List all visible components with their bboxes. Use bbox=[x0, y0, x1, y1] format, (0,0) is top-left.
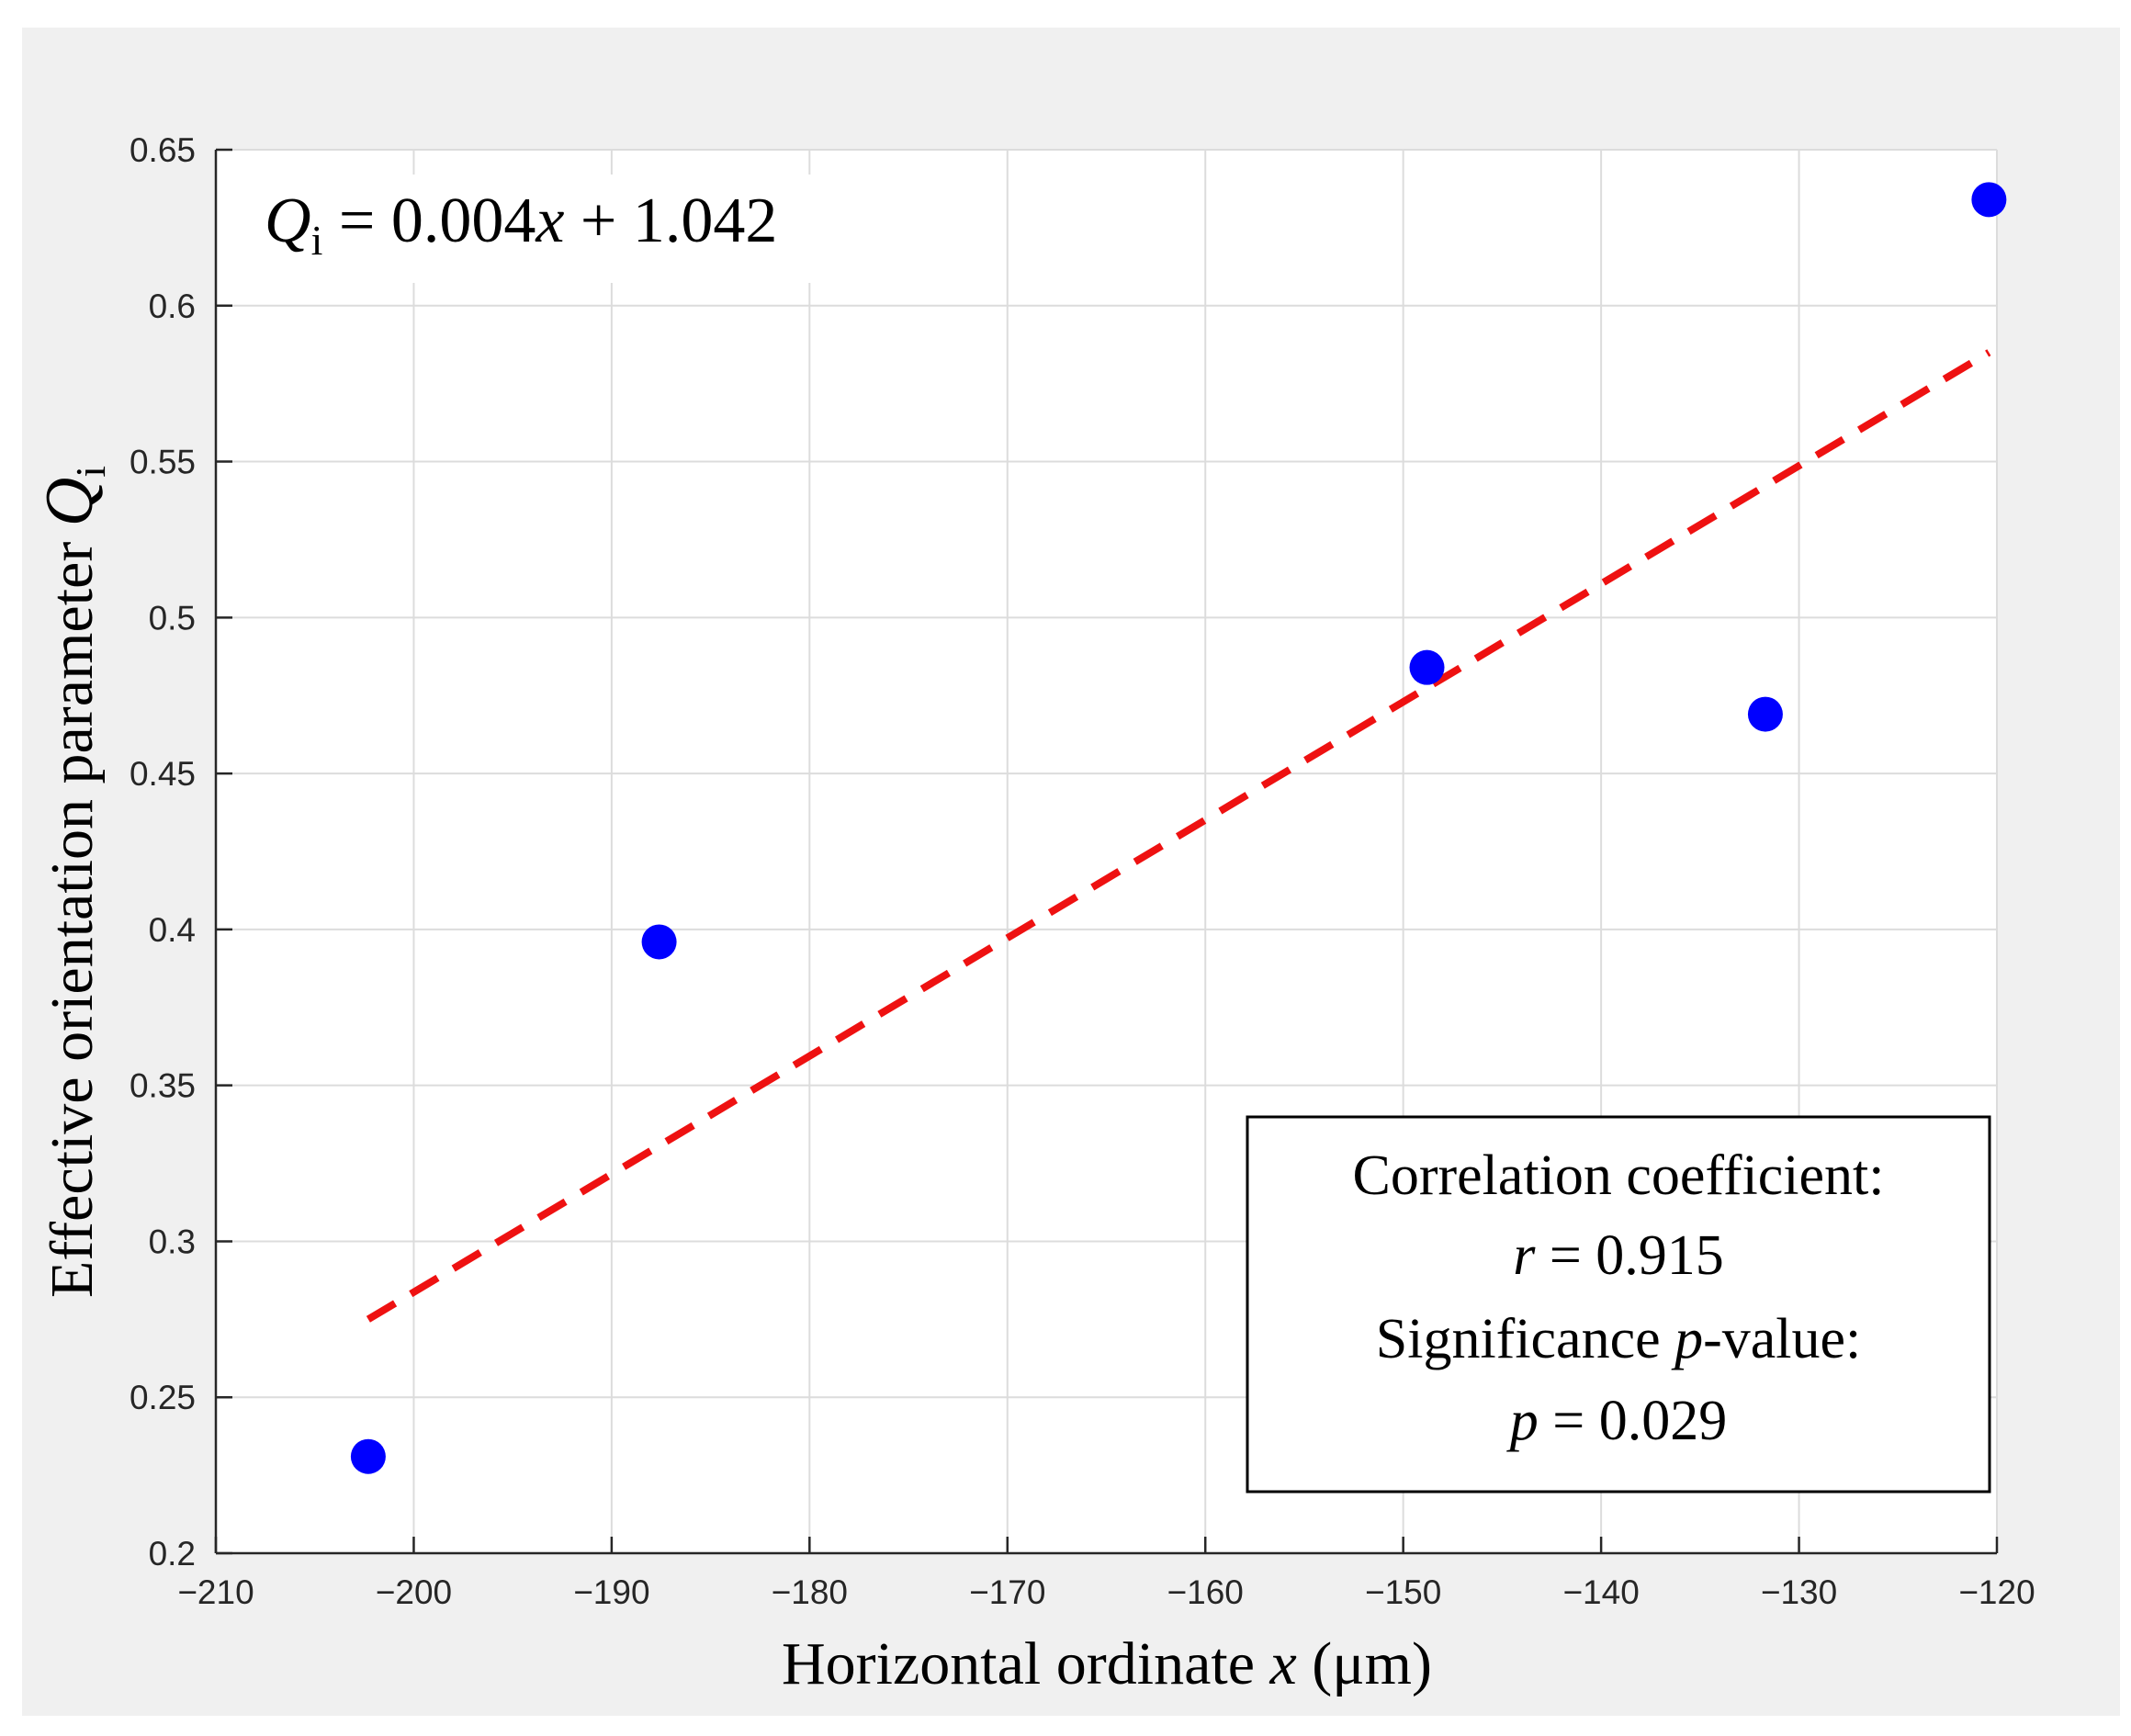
stats-line-2: r = 0.915 bbox=[1513, 1224, 1724, 1287]
x-tick-label: −150 bbox=[1365, 1573, 1441, 1611]
y-tick-label: 0.3 bbox=[149, 1223, 196, 1260]
y-tick-label: 0.2 bbox=[149, 1535, 196, 1573]
x-tick-label: −160 bbox=[1167, 1573, 1244, 1611]
y-axis-label-text: Effective orientation parameter bbox=[39, 526, 106, 1298]
x-tick-label: −190 bbox=[573, 1573, 649, 1611]
y-tick-label: 0.55 bbox=[130, 444, 196, 481]
x-tick-label: −210 bbox=[177, 1573, 254, 1611]
data-series bbox=[350, 182, 2007, 1474]
y-axis-label-sub: i bbox=[67, 466, 114, 478]
stats-line-3: Significance p-value: bbox=[1376, 1308, 1862, 1370]
fit-equation: Qi = 0.004x + 1.042 bbox=[265, 186, 777, 264]
stats-line-4: p = 0.029 bbox=[1506, 1390, 1727, 1452]
data-point bbox=[350, 1438, 386, 1474]
x-tick-labels: −210 −200 −190 −180 −170 −160 −150 −140 −130 −120 bbox=[177, 1573, 2035, 1611]
x-tick-label: −170 bbox=[969, 1573, 1045, 1611]
stats-p-value: = 0.029 bbox=[1539, 1390, 1727, 1452]
stats-r-value: = 0.915 bbox=[1535, 1224, 1723, 1287]
x-axis-label-space bbox=[1255, 1630, 1270, 1697]
data-point bbox=[1747, 696, 1783, 732]
y-tick-label: 0.6 bbox=[149, 287, 196, 325]
equation-x: x bbox=[535, 186, 564, 256]
stats-box bbox=[1246, 1115, 1991, 1494]
y-tick-label: 0.65 bbox=[130, 131, 196, 169]
y-tick-label: 0.25 bbox=[130, 1379, 196, 1416]
stats-r-var: r bbox=[1513, 1224, 1536, 1287]
equation-backdrop bbox=[255, 175, 820, 283]
x-tick-label: −200 bbox=[376, 1573, 452, 1611]
y-tick-label: 0.45 bbox=[130, 755, 196, 793]
stats-line-3-var: p bbox=[1671, 1308, 1703, 1370]
y-axis-label: Effective orientation parameter Qi bbox=[32, 466, 114, 1298]
x-tick-label: −120 bbox=[1958, 1573, 2035, 1611]
equation-rest-b: + 1.042 bbox=[564, 186, 777, 256]
y-tick-label: 0.5 bbox=[149, 599, 196, 637]
x-axis-label-unit: (μm) bbox=[1297, 1630, 1432, 1697]
equation-var: Q bbox=[265, 186, 311, 256]
y-tick-labels: 0.2 0.25 0.3 0.35 0.4 0.45 0.5 0.55 0.6 0.65 bbox=[130, 131, 196, 1573]
x-tick-label: −180 bbox=[772, 1573, 848, 1611]
y-tick-label: 0.4 bbox=[149, 911, 196, 949]
y-tick-label: 0.35 bbox=[130, 1067, 196, 1105]
stats-line-1: Correlation coefficient: bbox=[1352, 1144, 1884, 1207]
data-point bbox=[1971, 182, 2007, 218]
data-point bbox=[1409, 649, 1445, 685]
x-tick-label: −130 bbox=[1761, 1573, 1837, 1611]
x-axis-label-var: x bbox=[1269, 1630, 1297, 1697]
x-axis-label: Horizontal ordinate x (μm) bbox=[782, 1630, 1432, 1697]
equation-sub: i bbox=[311, 217, 323, 264]
fit-line bbox=[366, 349, 1991, 1323]
stats-p-var: p bbox=[1506, 1390, 1539, 1452]
stats-line-3-pre: Significance bbox=[1376, 1308, 1674, 1370]
equation-rest-a: = 0.004 bbox=[322, 186, 536, 256]
x-axis-label-text: Horizontal ordinate bbox=[782, 1630, 1255, 1697]
axes bbox=[214, 148, 1999, 1555]
stats-line-3-post: -value: bbox=[1703, 1308, 1861, 1370]
data-point bbox=[641, 924, 677, 960]
x-tick-label: −140 bbox=[1562, 1573, 1639, 1611]
y-axis-label-var: Q bbox=[32, 478, 107, 526]
